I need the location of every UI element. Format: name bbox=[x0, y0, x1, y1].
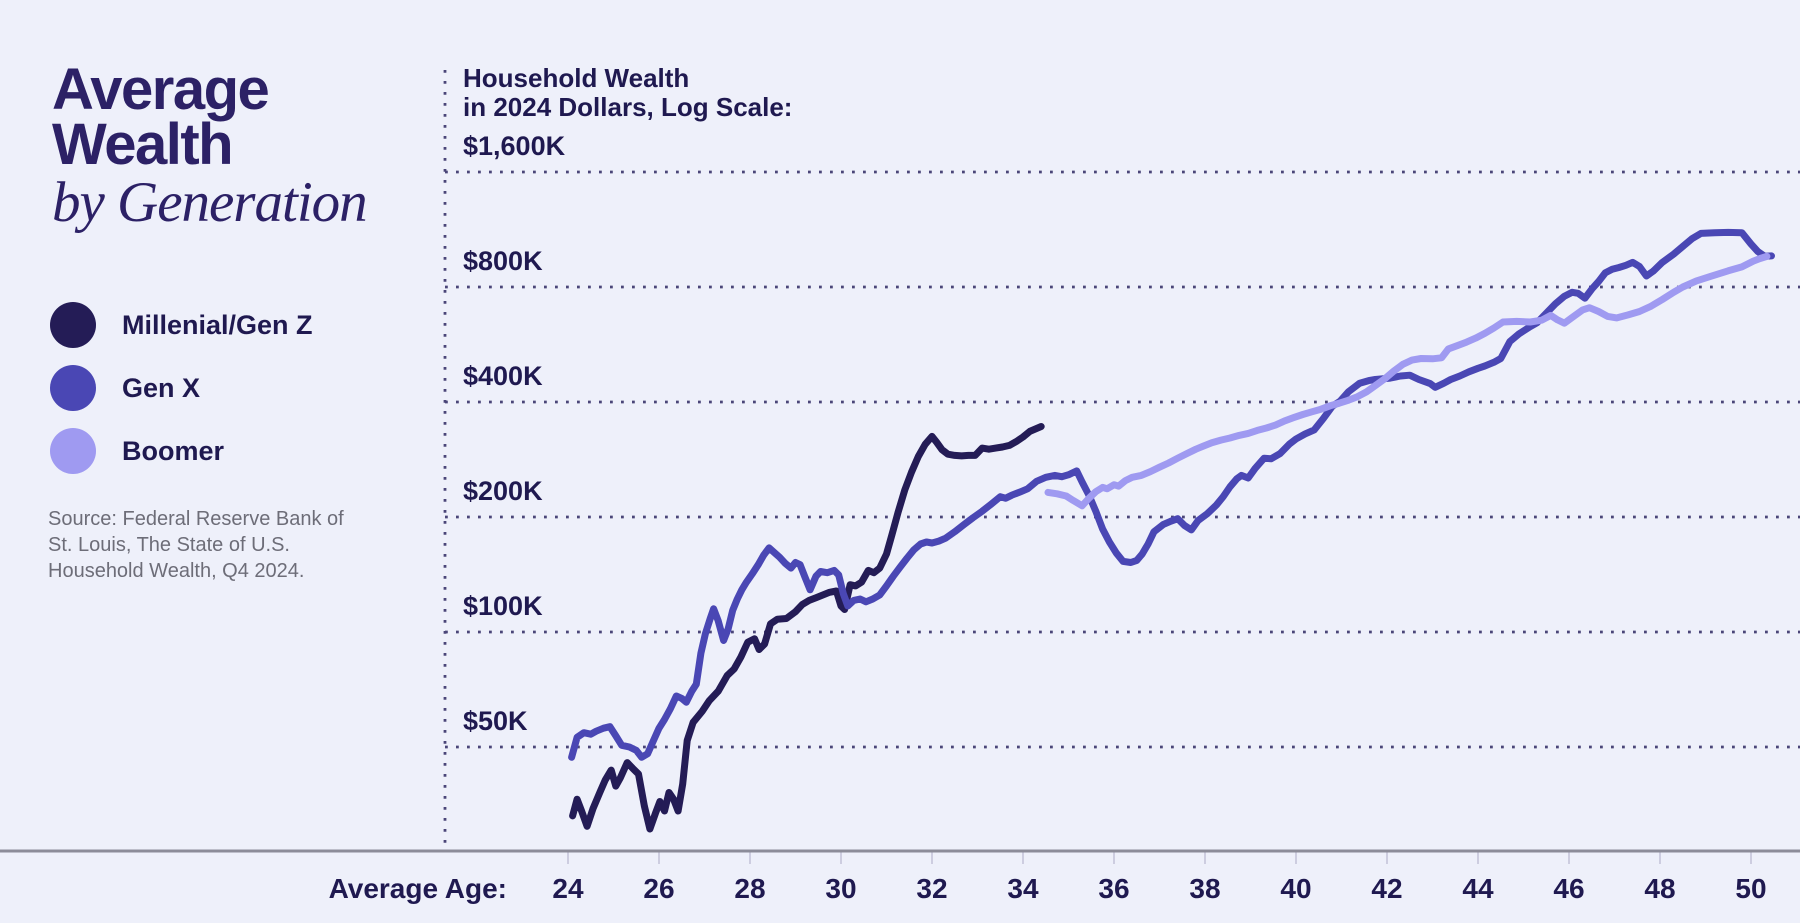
boomer-line bbox=[1044, 252, 1771, 510]
millennial-swatch-icon bbox=[50, 302, 96, 348]
x-axis-title: Average Age: bbox=[328, 873, 507, 904]
legend-label-genx: Gen X bbox=[122, 372, 201, 403]
y-tick-label: $800K bbox=[463, 246, 543, 276]
x-tick-label: 32 bbox=[916, 873, 948, 904]
legend-label-millennial: Millenial/Gen Z bbox=[122, 309, 313, 340]
legend-item-boomer: Boomer bbox=[50, 428, 313, 474]
y-tick-label: $50K bbox=[463, 706, 528, 736]
y-tick-label: $100K bbox=[463, 591, 543, 621]
x-tick-label: 36 bbox=[1098, 873, 1130, 904]
source-line: Household Wealth, Q4 2024. bbox=[48, 560, 305, 582]
source-attribution: Source: Federal Reserve Bank of St. Loui… bbox=[48, 506, 344, 584]
y-tick-label: $200K bbox=[463, 476, 543, 506]
x-tick-label: 46 bbox=[1553, 873, 1585, 904]
title-line-2: Wealth bbox=[52, 112, 234, 177]
x-tick-label: 28 bbox=[734, 873, 766, 904]
legend-label-boomer: Boomer bbox=[122, 435, 225, 466]
x-tick-label: 40 bbox=[1280, 873, 1312, 904]
genx-swatch-icon bbox=[50, 365, 96, 411]
x-tick-label: 26 bbox=[643, 873, 675, 904]
title-line-1: Average bbox=[52, 57, 270, 122]
millennial-line bbox=[569, 423, 1045, 833]
y-axis-title-line-2: in 2024 Dollars, Log Scale: bbox=[463, 92, 793, 122]
source-line: St. Louis, The State of U.S. bbox=[48, 534, 290, 556]
chart-legend: Millenial/Gen Z Gen X Boomer bbox=[50, 302, 313, 491]
legend-item-genx: Gen X bbox=[50, 365, 313, 411]
source-line: Source: Federal Reserve Bank of bbox=[48, 508, 344, 530]
x-tick-label: 44 bbox=[1462, 873, 1494, 904]
x-tick-label: 30 bbox=[825, 873, 857, 904]
y-axis-title: Household Wealth in 2024 Dollars, Log Sc… bbox=[463, 64, 792, 122]
x-tick-label: 34 bbox=[1007, 873, 1039, 904]
x-tick-label: 24 bbox=[552, 873, 584, 904]
x-tick-label: 48 bbox=[1644, 873, 1676, 904]
y-tick-label: $1,600K bbox=[463, 131, 566, 161]
y-tick-label: $400K bbox=[463, 361, 543, 391]
title-line-3: by Generation bbox=[52, 171, 368, 234]
legend-item-millennial: Millenial/Gen Z bbox=[50, 302, 313, 348]
x-tick-label: 38 bbox=[1189, 873, 1221, 904]
page-title: Average Wealth by Generation bbox=[52, 57, 368, 234]
boomer-swatch-icon bbox=[50, 428, 96, 474]
x-tick-label: 42 bbox=[1371, 873, 1403, 904]
y-axis-title-line-1: Household Wealth bbox=[463, 63, 690, 93]
x-tick-label: 50 bbox=[1735, 873, 1767, 904]
